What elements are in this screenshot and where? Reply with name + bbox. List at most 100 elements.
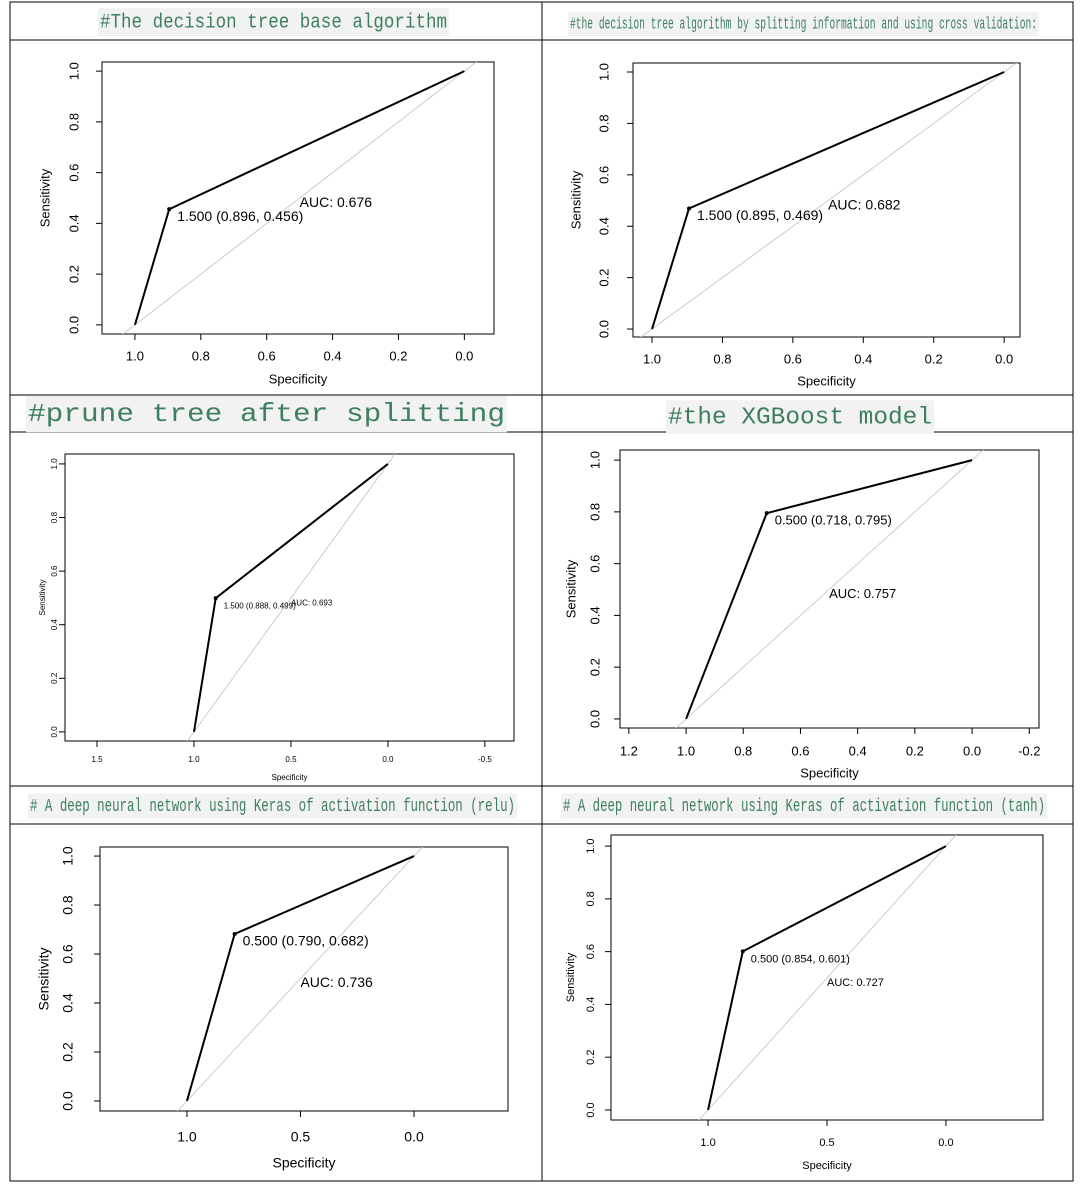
y-axis-label: Sensitivity bbox=[565, 952, 577, 1002]
plot-frame bbox=[632, 62, 1021, 338]
reference-diagonal bbox=[176, 847, 424, 1111]
threshold-point bbox=[232, 931, 237, 936]
threshold-label: 0.500 (0.854, 0.601) bbox=[751, 953, 850, 965]
x-tick-label: 0.5 bbox=[285, 755, 297, 764]
y-tick-label: 0.4 bbox=[585, 997, 597, 1012]
reference-diagonal bbox=[186, 454, 396, 741]
threshold-label: 1.500 (0.888, 0.499) bbox=[224, 601, 296, 610]
y-tick-label: 0.6 bbox=[66, 164, 81, 182]
y-tick-label: 0.6 bbox=[585, 944, 597, 959]
y-tick-label: 0.2 bbox=[66, 265, 81, 283]
chart-title: # A deep neural network using Keras of a… bbox=[563, 797, 1045, 817]
y-tick-label: 0.4 bbox=[66, 214, 81, 232]
x-tick-label: 0.0 bbox=[938, 1137, 953, 1149]
threshold-point bbox=[764, 511, 769, 516]
reference-diagonal bbox=[122, 62, 478, 334]
x-tick-label: 0.0 bbox=[455, 348, 473, 363]
y-tick-label: 0.0 bbox=[587, 710, 602, 728]
x-tick-label: 1.5 bbox=[91, 755, 103, 764]
chart-title: #prune tree after splitting bbox=[28, 399, 505, 429]
chart-panel: #the XGBoost model 1.2 1.0 0.8 0.6 0.4 0.2 0.0 -… bbox=[563, 400, 1040, 780]
y-tick-label: 0.6 bbox=[60, 944, 76, 964]
y-tick-label: 0.2 bbox=[60, 1042, 76, 1062]
threshold-point bbox=[740, 949, 745, 954]
y-tick-label: 0.8 bbox=[585, 891, 597, 906]
x-tick-label: 0.5 bbox=[819, 1137, 834, 1149]
y-tick-label: 1.0 bbox=[596, 63, 611, 81]
plot-frame bbox=[64, 453, 515, 742]
plot-frame bbox=[619, 449, 1040, 729]
x-tick-label: 0.8 bbox=[734, 743, 752, 758]
y-tick-label: 1.0 bbox=[585, 838, 597, 853]
y-tick-label: 0.2 bbox=[596, 269, 611, 287]
x-tick-label: -0.2 bbox=[1018, 743, 1040, 758]
y-tick-label: 0.6 bbox=[596, 166, 611, 184]
x-tick-label: 0.0 bbox=[382, 755, 394, 764]
reference-diagonal bbox=[640, 63, 1018, 337]
threshold-label: 0.500 (0.718, 0.795) bbox=[775, 513, 892, 528]
y-tick-label: 0.0 bbox=[60, 1091, 76, 1111]
y-tick-label: 0.6 bbox=[50, 565, 59, 577]
x-tick-label: 0.2 bbox=[389, 348, 407, 363]
title-background bbox=[26, 395, 507, 433]
x-tick-label: 0.2 bbox=[906, 743, 924, 758]
y-tick-label: 1.0 bbox=[50, 458, 59, 470]
title-background bbox=[28, 793, 517, 819]
chart-panel: #The decision tree base algorithm 1.0 0.8 0… bbox=[37, 8, 495, 386]
x-tick-label: 0.0 bbox=[963, 743, 981, 758]
x-axis-label: Specificity bbox=[269, 371, 328, 386]
x-tick-label: 0.0 bbox=[404, 1129, 424, 1145]
x-axis-label: Specificity bbox=[797, 373, 856, 388]
y-tick-label: 0.0 bbox=[50, 726, 59, 738]
x-tick-label: 0.4 bbox=[849, 743, 867, 758]
chart-panel: # A deep neural network using Keras of a… bbox=[28, 793, 517, 1171]
x-tick-label: 1.0 bbox=[643, 351, 661, 366]
chart-panel: #prune tree after splitting 1.5 1.0 0.5 0.0 -… bbox=[26, 395, 515, 782]
x-tick-label: 1.0 bbox=[177, 1129, 197, 1145]
title-background bbox=[98, 8, 449, 36]
threshold-point bbox=[686, 206, 691, 211]
plot-frame bbox=[99, 846, 509, 1112]
x-tick-label: 0.8 bbox=[713, 351, 731, 366]
title-background bbox=[568, 12, 1039, 36]
y-tick-label: 0.0 bbox=[585, 1102, 597, 1117]
plot-frame bbox=[101, 61, 495, 335]
x-tick-label: 0.6 bbox=[258, 348, 276, 363]
y-tick-label: 0.4 bbox=[50, 619, 59, 631]
y-axis-label: Sensitivity bbox=[36, 947, 52, 1010]
y-tick-label: 0.8 bbox=[66, 113, 81, 131]
x-tick-label: 0.8 bbox=[192, 348, 210, 363]
y-tick-label: 0.2 bbox=[585, 1050, 597, 1065]
x-axis-label: Specificity bbox=[272, 1155, 335, 1171]
y-tick-label: 0.2 bbox=[50, 672, 59, 684]
auc-label: AUC: 0.676 bbox=[300, 194, 373, 210]
y-tick-label: 0.4 bbox=[587, 606, 602, 624]
y-tick-label: 0.8 bbox=[60, 895, 76, 915]
y-tick-label: 1.0 bbox=[66, 62, 81, 80]
reference-diagonal bbox=[675, 450, 984, 728]
y-axis-label: Sensitivity bbox=[38, 579, 47, 615]
chart-panel: # A deep neural network using Keras of a… bbox=[561, 793, 1047, 1172]
y-tick-label: 0.0 bbox=[66, 316, 81, 334]
title-background bbox=[666, 400, 934, 434]
x-tick-label: 0.4 bbox=[324, 348, 342, 363]
chart-panel: #the decision tree algorithm by splittin… bbox=[568, 12, 1039, 388]
auc-label: AUC: 0.727 bbox=[827, 977, 884, 989]
auc-label: AUC: 0.757 bbox=[829, 586, 896, 601]
y-tick-label: 0.2 bbox=[587, 658, 602, 676]
threshold-point bbox=[167, 207, 172, 212]
x-axis-label: Specificity bbox=[802, 1160, 852, 1172]
y-tick-label: 0.8 bbox=[587, 503, 602, 521]
threshold-label: 1.500 (0.896, 0.456) bbox=[177, 208, 303, 224]
y-axis-label: Sensitivity bbox=[37, 168, 52, 227]
x-tick-label: 1.0 bbox=[700, 1137, 715, 1149]
x-tick-label: -0.5 bbox=[478, 755, 492, 764]
x-tick-label: 1.2 bbox=[620, 743, 638, 758]
x-tick-label: 0.4 bbox=[854, 351, 872, 366]
chart-title: #the decision tree algorithm by splittin… bbox=[570, 15, 1037, 34]
y-tick-label: 1.0 bbox=[60, 846, 76, 866]
auc-label: AUC: 0.693 bbox=[291, 598, 333, 607]
chart-title: #The decision tree base algorithm bbox=[100, 11, 447, 34]
auc-label: AUC: 0.682 bbox=[828, 196, 901, 212]
